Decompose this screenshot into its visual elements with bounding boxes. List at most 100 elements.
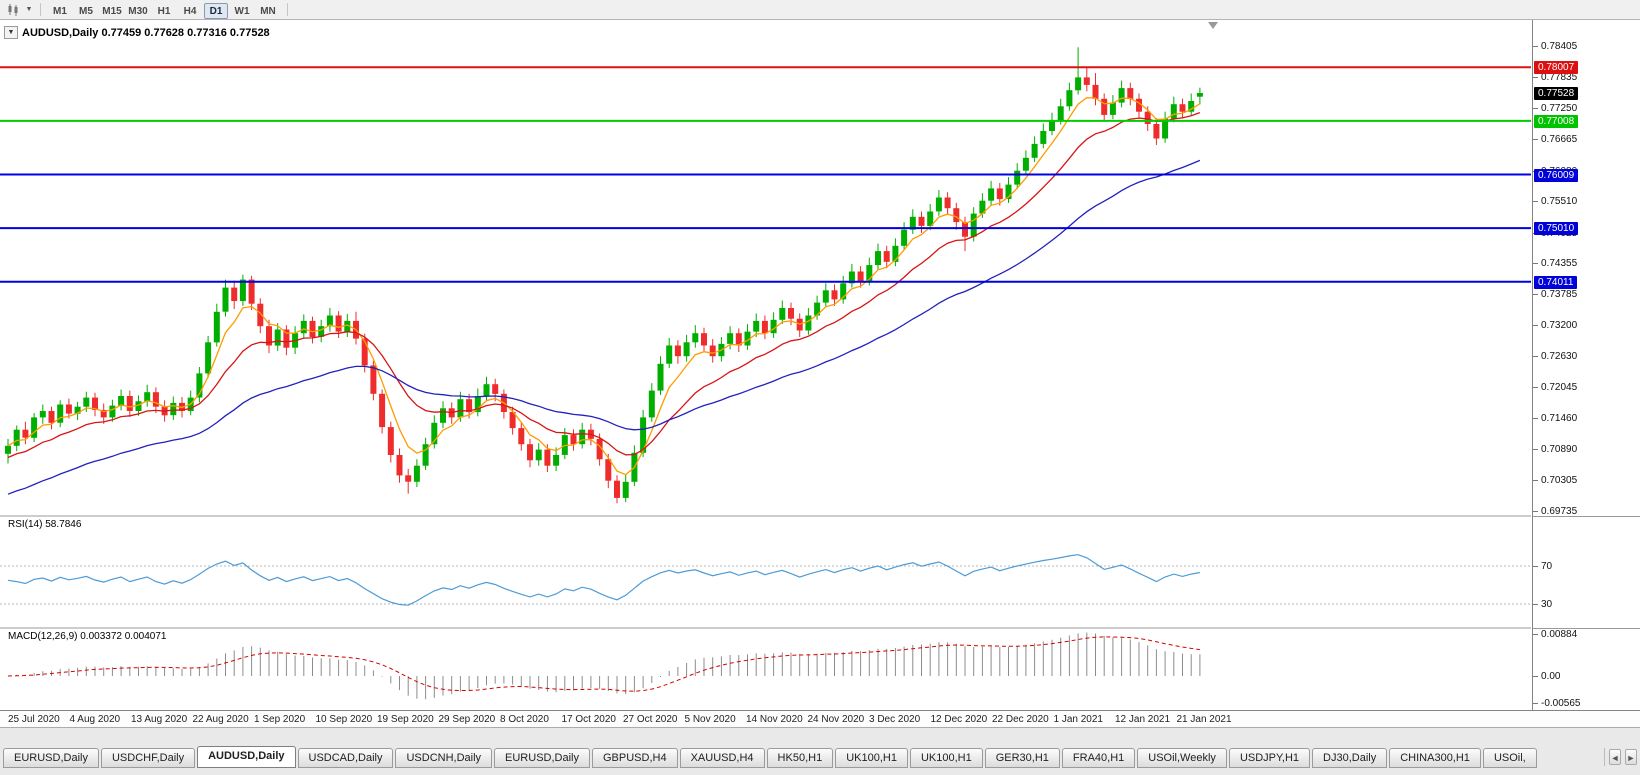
tab-scroll-arrows: ◄ ► [1604,748,1637,766]
price-line-label: 0.75010 [1534,222,1579,236]
macd-scale-label: 0.00884 [1532,628,1578,640]
price-scale-label: 0.77250 [1532,102,1578,114]
date-label: 8 Oct 2020 [500,714,549,725]
chart-tab[interactable]: UK100,H1 [909,748,983,768]
date-label: 12 Jan 2021 [1115,714,1171,725]
chart-tab[interactable]: DJ30,Daily [1312,748,1388,768]
chart-tab[interactable]: FRA40,H1 [1061,748,1136,768]
chart-tab-bar: EURUSD,Daily USDCHF,Daily AUDUSD,Daily USDC… [0,727,1640,775]
rsi-indicator-title: RSI(14) 58.7846 [8,519,82,530]
candles-layer [5,47,1203,504]
chart-tab[interactable]: GBPUSD,H4 [592,748,678,768]
chart-tab[interactable]: HK50,H1 [766,748,834,768]
date-label: 21 Jan 2021 [1176,714,1232,725]
price-scale-label: 0.76665 [1532,134,1578,146]
date-label: 24 Nov 2020 [807,714,865,725]
collapse-indicator-button[interactable]: ▼ [4,26,18,39]
chart-tab[interactable]: USOil,Weekly [1137,748,1227,768]
pane-separators [0,515,1531,629]
timeframe-button-MN[interactable]: MN [260,5,276,17]
macd-layer [7,632,1201,700]
price-line-label: 0.78007 [1534,61,1579,75]
chart-tab[interactable]: EURUSD,Daily [3,748,99,768]
timeframe-button-M5[interactable]: M5 [79,5,93,17]
scale-pane-separator [1533,516,1640,517]
toolbar-separator [287,3,288,16]
date-label: 17 Oct 2020 [561,714,616,725]
date-label: 1 Jan 2021 [1053,714,1104,725]
toolbar-separator [40,3,41,16]
price-scale-label: 0.73785 [1532,288,1578,300]
chart-shift-marker[interactable] [1208,22,1218,29]
timeframe-button-H4[interactable]: H4 [183,5,197,17]
date-label: 25 Jul 2020 [8,714,60,725]
chart-tab[interactable]: EURUSD,Daily [494,748,590,768]
date-label: 13 Aug 2020 [131,714,188,725]
price-line-label: 0.74011 [1534,275,1578,289]
timeframe-toolbar: ▼ M1 M5 M15 M30 H1 H4 D1 W1 MN [0,0,1640,20]
price-scale-label: 0.78405 [1532,41,1578,52]
date-label: 1 Sep 2020 [254,714,306,725]
price-scale-label: 0.72630 [1532,350,1578,362]
timeframe-button-W1[interactable]: W1 [234,5,250,17]
timeframe-button-D1[interactable]: D1 [204,2,228,19]
date-label: 3 Dec 2020 [869,714,921,725]
date-label: 19 Sep 2020 [377,714,434,725]
date-label: 29 Sep 2020 [438,714,496,725]
price-line-label: 0.76009 [1534,168,1579,182]
chart-title: AUDUSD,Daily 0.77459 0.77628 0.77316 0.7… [22,27,270,39]
chart-tab[interactable]: CHINA300,H1 [1389,748,1481,768]
timeframe-button-M1[interactable]: M1 [53,5,67,17]
rsi-scale-label: 30 [1532,599,1553,610]
macd-scale-label: -0.00565 [1532,697,1581,709]
price-scale-label: 0.72045 [1532,382,1578,394]
price-scale-label: 0.74355 [1532,258,1578,270]
tabs-scroll-right-icon[interactable]: ► [1625,749,1637,765]
candlestick-chart-icon[interactable] [4,2,22,18]
date-label: 10 Sep 2020 [315,714,373,725]
macd-indicator-title: MACD(12,26,9) 0.003372 0.004071 [8,631,167,642]
chart-tab[interactable]: XAUUSD,H4 [679,748,765,768]
scale-pane-separator [1533,628,1640,629]
date-label: 22 Dec 2020 [992,714,1049,725]
price-line-label: 0.77528 [1534,87,1579,101]
price-scale-label: 0.70890 [1532,444,1578,456]
macd-scale-label: 0.00 [1532,671,1561,682]
tabs-scroll-left-icon[interactable]: ◄ [1609,749,1621,765]
time-axis[interactable]: 25 Jul 2020 4 Aug 2020 13 Aug 2020 22 Aug 2… [0,710,1640,727]
timeframe-button-M30[interactable]: M30 [128,5,148,17]
price-chart-plot[interactable] [0,20,1532,710]
price-scale[interactable]: 0.784050.778350.772500.766650.760800.755… [1532,20,1640,710]
price-scale-label: 0.70305 [1532,475,1578,487]
date-label: 5 Nov 2020 [684,714,736,725]
chart-tab[interactable]: AUDUSD,Daily [197,746,296,768]
price-scale-label: 0.69735 [1532,506,1578,517]
timeframe-button-M15[interactable]: M15 [102,5,122,17]
date-label: 22 Aug 2020 [192,714,249,725]
moving-averages-layer [7,97,1201,495]
chart-tab[interactable]: USDCAD,Daily [297,748,394,768]
date-label: 14 Nov 2020 [746,714,803,725]
chart-tab[interactable]: GER30,H1 [984,748,1060,768]
date-label: 27 Oct 2020 [623,714,678,725]
chart-tabs: EURUSD,Daily USDCHF,Daily AUDUSD,Daily USDC… [3,746,1605,768]
price-scale-label: 0.75510 [1532,196,1578,208]
timeframe-button-H1[interactable]: H1 [157,5,171,17]
chart-tab[interactable]: USOil, [1482,748,1537,768]
date-label: 12 Dec 2020 [930,714,988,725]
chart-window: ▼ AUDUSD,Daily 0.77459 0.77628 0.77316 0… [0,20,1640,727]
price-scale-label: 0.77835 [1532,71,1578,83]
chart-tab[interactable]: USDCHF,Daily [100,748,196,768]
chart-tab[interactable]: UK100,H1 [835,748,908,768]
date-label: 4 Aug 2020 [69,714,121,725]
price-scale-label: 0.71460 [1532,413,1578,425]
rsi-layer [0,554,1531,606]
price-scale-label: 0.73200 [1532,320,1578,332]
price-line-label: 0.77008 [1534,114,1579,128]
timeframe-buttons-group: M1 M5 M15 M30 H1 H4 D1 W1 MN [47,1,281,19]
chart-type-dropdown-icon[interactable]: ▼ [25,6,33,13]
chart-tab[interactable]: USDJPY,H1 [1228,748,1311,768]
level-lines-layer [0,66,1531,283]
rsi-scale-label: 70 [1532,561,1553,572]
chart-tab[interactable]: USDCNH,Daily [395,748,493,768]
